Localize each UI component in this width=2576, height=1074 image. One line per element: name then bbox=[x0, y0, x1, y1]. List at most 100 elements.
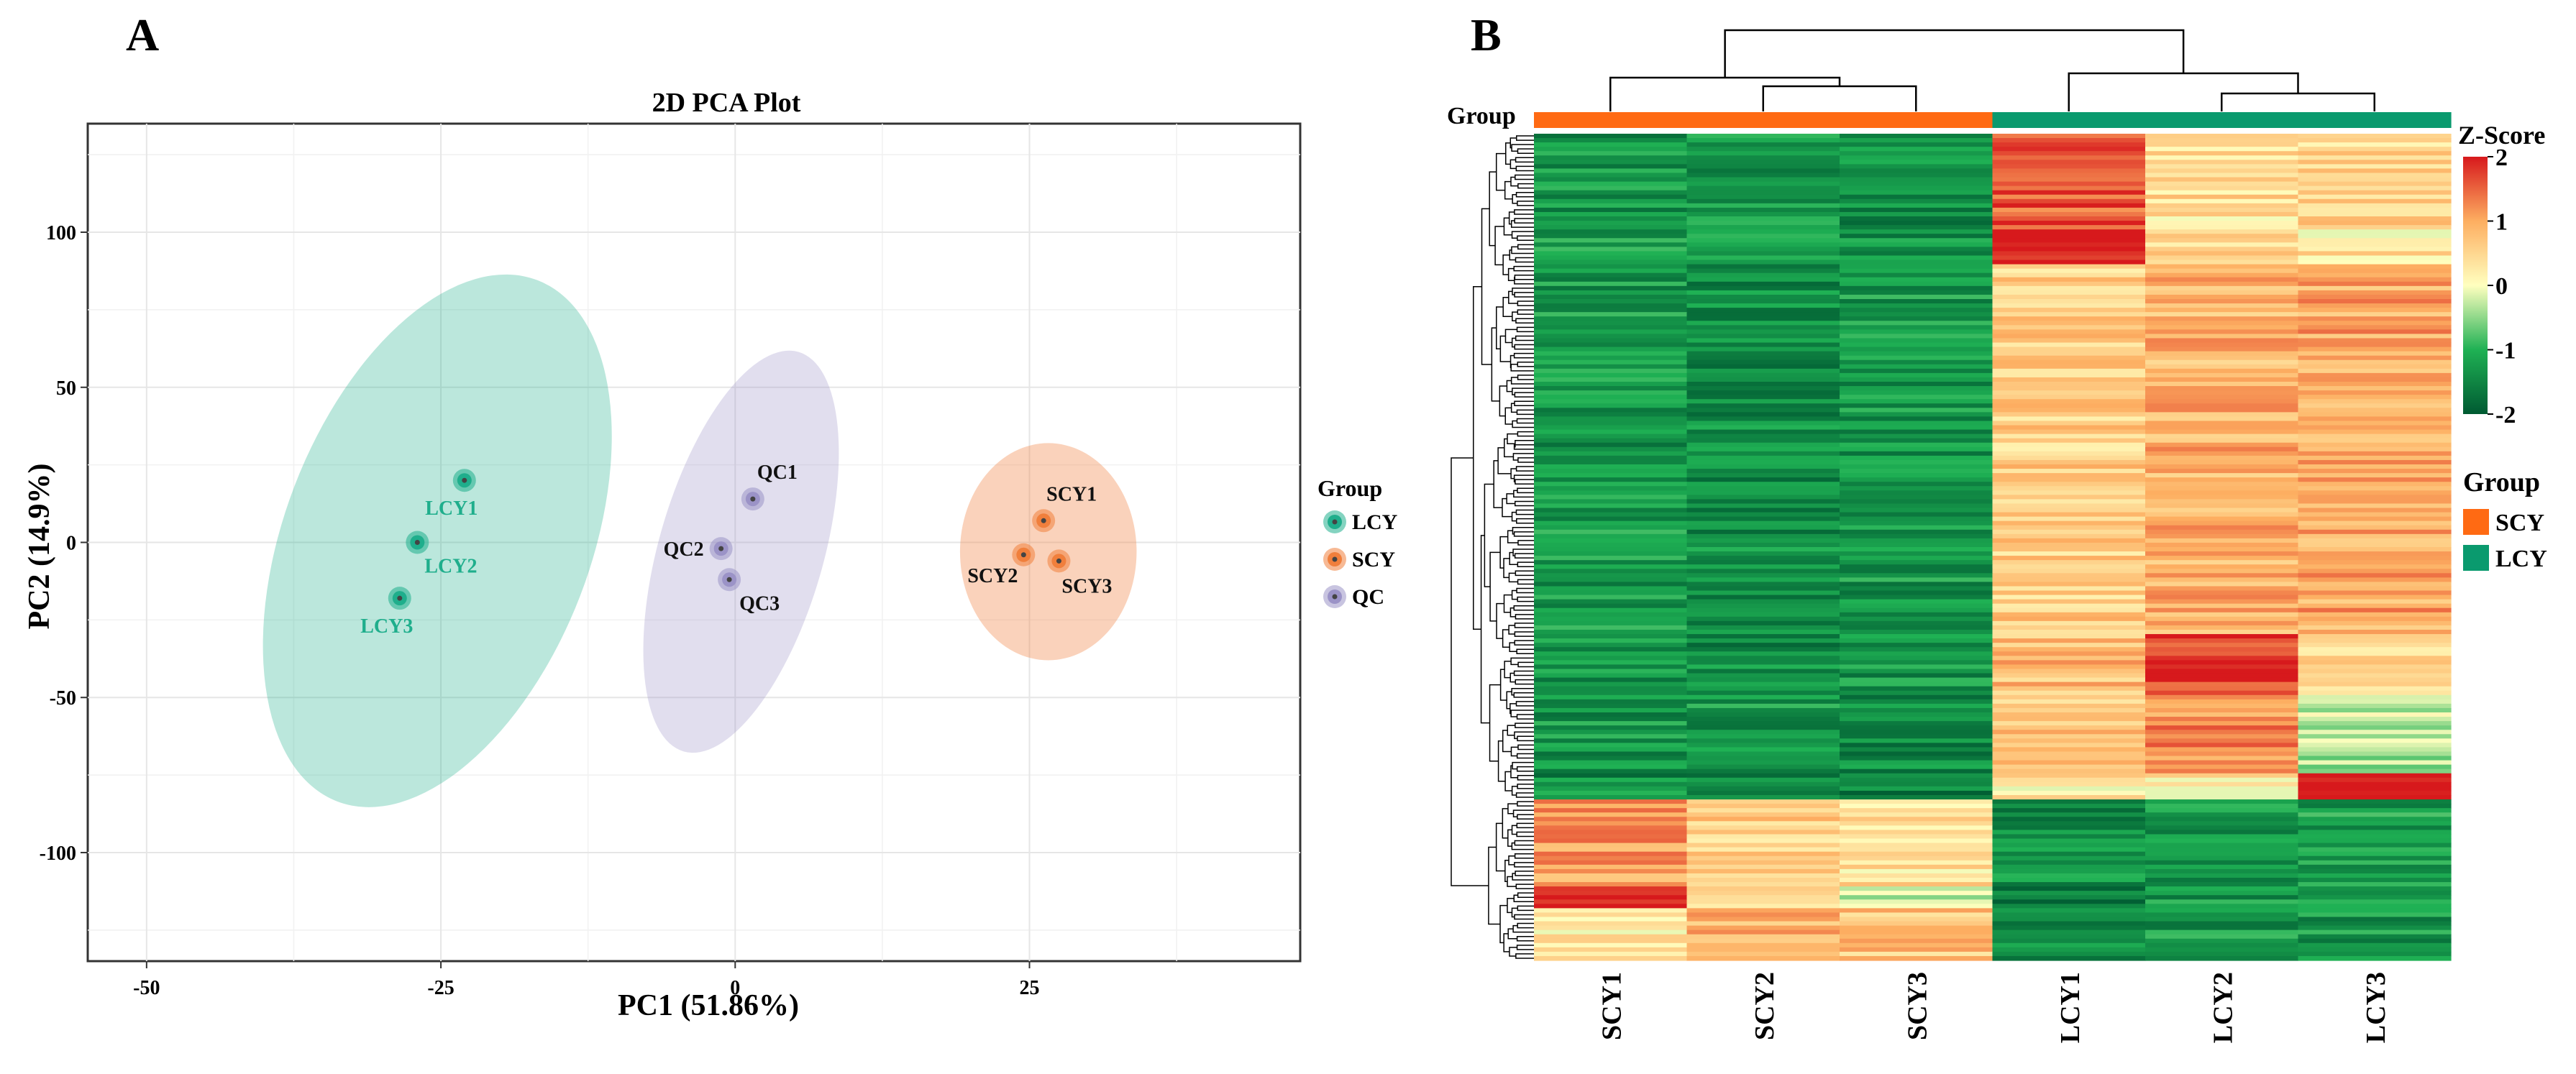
heatmap-cell bbox=[2298, 951, 2452, 957]
heatmap-cell bbox=[2298, 190, 2452, 196]
heatmap-cell bbox=[2145, 882, 2299, 887]
heatmap-cell bbox=[1992, 847, 2146, 853]
heatmap-cell bbox=[2145, 382, 2299, 387]
heatmap-cell bbox=[1534, 664, 1688, 670]
heatmap-row bbox=[1534, 355, 2452, 361]
heatmap-cell bbox=[2298, 756, 2452, 761]
heatmap-row bbox=[1534, 221, 2452, 226]
heatmap-cell bbox=[1992, 651, 2146, 656]
heatmap-cell bbox=[2298, 533, 2452, 539]
heatmap-row bbox=[1534, 416, 2452, 422]
heatmap-cell bbox=[2298, 764, 2452, 770]
row-dendrogram-link bbox=[1515, 871, 1534, 876]
row-dendrogram-link bbox=[1512, 924, 1534, 933]
heatmap-cell bbox=[2145, 247, 2299, 252]
heatmap-cell bbox=[2298, 225, 2452, 230]
heatmap-cell bbox=[1534, 917, 1688, 922]
heatmap-row bbox=[1534, 681, 2452, 687]
heatmap-cell bbox=[1686, 421, 1840, 426]
row-dendrogram-link bbox=[1517, 201, 1534, 206]
row-dendrogram-link bbox=[1515, 509, 1534, 515]
heatmap-cell bbox=[1534, 455, 1688, 461]
row-dendrogram-link bbox=[1505, 142, 1511, 165]
heatmap-cell bbox=[1992, 917, 2146, 922]
heatmap-row bbox=[1534, 386, 2452, 391]
heatmap-cell bbox=[1840, 738, 1993, 743]
heatmap-cell bbox=[1534, 773, 1688, 779]
heatmap-cell bbox=[2298, 168, 2452, 174]
row-dendrogram-link bbox=[1513, 894, 1534, 903]
heatmap-cell bbox=[1686, 681, 1840, 687]
heatmap-row bbox=[1534, 464, 2452, 469]
group-bar-label: Group bbox=[1447, 103, 1516, 129]
heatmap-cell bbox=[2298, 490, 2452, 495]
dendrogram-link bbox=[1762, 85, 1917, 111]
heatmap-cell bbox=[1992, 694, 2146, 700]
heatmap-cell bbox=[1992, 372, 2146, 378]
heatmap-row bbox=[1534, 542, 2452, 548]
row-dendrogram-link bbox=[1511, 246, 1534, 254]
heatmap-cell bbox=[1686, 930, 1840, 935]
heatmap-cell bbox=[1534, 725, 1688, 730]
heatmap-cell bbox=[1686, 234, 1840, 239]
heatmap-cell bbox=[1686, 198, 1840, 204]
heatmap-cell bbox=[1840, 520, 1993, 526]
heatmap-row bbox=[1534, 821, 2452, 826]
heatmap-cell bbox=[1534, 669, 1688, 674]
heatmap-cell bbox=[1534, 551, 1688, 556]
heatmap-cell bbox=[1992, 221, 2146, 226]
heatmap-cell bbox=[2145, 198, 2299, 204]
heatmap-cell bbox=[2145, 412, 2299, 418]
heatmap-cell bbox=[1992, 821, 2146, 826]
heatmap-cell bbox=[1840, 664, 1993, 670]
heatmap-cell bbox=[1840, 825, 1993, 831]
heatmap-cell bbox=[1840, 951, 1993, 957]
heatmap-cell bbox=[1840, 459, 1993, 465]
x-tick-label: -50 bbox=[133, 977, 160, 999]
heatmap-cell bbox=[1992, 285, 2146, 291]
heatmap-cell bbox=[1992, 529, 2146, 535]
heatmap-cell bbox=[1534, 355, 1688, 361]
heatmap-cell bbox=[2145, 707, 2299, 713]
heatmap-cell bbox=[1534, 630, 1688, 635]
row-dendrogram-link bbox=[1516, 648, 1534, 655]
heatmap-cell bbox=[1840, 634, 1993, 639]
heatmap-cell bbox=[1992, 251, 2146, 257]
heatmap-row bbox=[1534, 777, 2452, 783]
heatmap-cell bbox=[1534, 934, 1688, 940]
heatmap-cell bbox=[1534, 799, 1688, 804]
heatmap-cell bbox=[1534, 677, 1688, 683]
heatmap-cell bbox=[1686, 277, 1840, 283]
heatmap-cell bbox=[2298, 790, 2452, 796]
heatmap-cell bbox=[2145, 751, 2299, 757]
heatmap-row bbox=[1534, 834, 2452, 840]
heatmap-row bbox=[1534, 855, 2452, 861]
heatmap-cell bbox=[2298, 134, 2452, 139]
heatmap-cell bbox=[2298, 285, 2452, 291]
heatmap-cell bbox=[2145, 446, 2299, 452]
heatmap-cell bbox=[1992, 516, 2146, 522]
pca-gridlines bbox=[88, 124, 1300, 961]
heatmap-cell bbox=[1992, 790, 2146, 796]
heatmap-cell bbox=[1534, 285, 1688, 291]
heatmap-cell bbox=[2298, 812, 2452, 817]
heatmap-cell bbox=[1534, 147, 1688, 152]
pca-legend-item-scy: SCY bbox=[1323, 548, 1395, 572]
heatmap-cell bbox=[1686, 229, 1840, 234]
heatmap-row bbox=[1534, 938, 2452, 944]
heatmap-cell bbox=[2298, 634, 2452, 639]
heatmap-cell bbox=[1686, 303, 1840, 308]
heatmap-cell bbox=[1686, 756, 1840, 761]
row-dendrogram-link bbox=[1508, 290, 1518, 304]
heatmap-cell bbox=[1534, 368, 1688, 374]
heatmap-cell bbox=[1840, 281, 1993, 287]
heatmap-cell bbox=[1992, 142, 2146, 147]
row-dendrogram-link bbox=[1516, 418, 1534, 424]
heatmap-cell bbox=[1840, 529, 1993, 535]
heatmap-cell bbox=[1534, 738, 1688, 743]
heatmap-cell bbox=[2145, 942, 2299, 948]
row-dendrogram-link bbox=[1511, 144, 1534, 152]
heatmap-cell bbox=[1686, 533, 1840, 539]
heatmap-cell bbox=[1840, 334, 1993, 339]
heatmap-cell bbox=[1534, 520, 1688, 526]
